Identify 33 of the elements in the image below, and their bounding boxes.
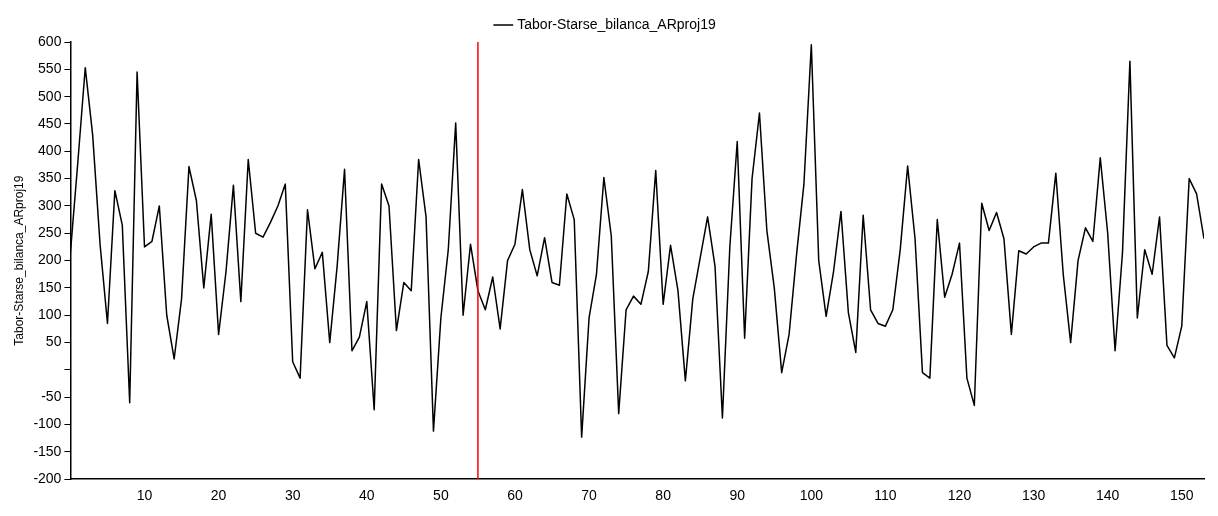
y-tick-label: 150 — [38, 278, 62, 295]
y-tick-label: -150 — [33, 442, 62, 459]
y-tick-label: 500 — [38, 87, 62, 104]
legend-label: Tabor-Starse_bilanca_ARproj19 — [517, 15, 716, 32]
x-tick-label: 60 — [507, 487, 523, 504]
x-tick-label: 20 — [210, 487, 227, 504]
x-tick-label: 100 — [799, 487, 824, 504]
y-tick-label: 550 — [38, 60, 62, 77]
x-tick-label: 30 — [284, 487, 301, 504]
y-tick-label: -200 — [33, 470, 62, 487]
x-tick-label: 40 — [358, 487, 375, 504]
x-tick-label: 80 — [655, 487, 672, 504]
y-tick-label: 250 — [38, 224, 62, 241]
x-tick-label: 50 — [433, 487, 449, 504]
y-tick-label: 450 — [38, 114, 62, 131]
x-tick-label: 90 — [729, 487, 746, 504]
y-tick-label: 50 — [45, 333, 62, 350]
x-tick-label: 70 — [581, 487, 598, 504]
y-tick-label: 200 — [38, 251, 62, 268]
y-tick-label: -50 — [41, 388, 62, 405]
x-tick-label: 120 — [947, 487, 972, 504]
x-tick-label: 130 — [1021, 487, 1046, 504]
y-tick-label: 300 — [38, 196, 62, 213]
y-tick-label: -100 — [33, 415, 62, 432]
x-tick-label: 150 — [1170, 487, 1194, 504]
y-tick-label: 100 — [38, 306, 62, 323]
x-tick-label: 10 — [136, 487, 153, 504]
x-tick-label: 110 — [874, 487, 897, 504]
x-tick-label: 140 — [1096, 487, 1120, 504]
y-tick-label: 400 — [38, 142, 62, 159]
y-tick-label: 600 — [38, 32, 62, 49]
y-tick-label: 350 — [38, 169, 62, 186]
y-axis-title: Tabor-Starse_bilanca_ARproj19 — [11, 175, 26, 346]
